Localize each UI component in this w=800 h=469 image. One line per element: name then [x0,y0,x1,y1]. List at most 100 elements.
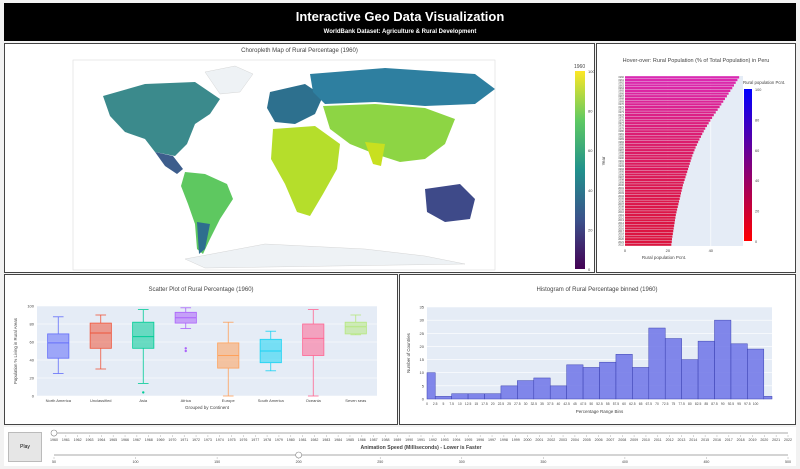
hist-xtick: 85 [704,402,708,406]
hist-bar [434,396,452,400]
bar [625,103,722,106]
map-colorbar-tick: 100 [588,69,594,74]
speed-tick-label: 450 [703,460,709,464]
bar-ytick: 1993 [618,164,624,168]
play-button[interactable]: Play [8,432,42,462]
box-outlier [142,391,145,394]
bar [625,189,682,192]
map-colorbar [575,71,585,269]
box-plot-area [37,306,377,396]
map-colorbar-tick: 80 [588,109,593,114]
speed-tick-label: 50 [52,460,56,464]
bar [625,140,699,144]
bar [625,235,673,238]
bar-ytick: 1986 [618,145,624,149]
continent-asia [323,104,455,162]
bar-ytick: 1995 [618,170,624,174]
hist-xtick: 80 [688,402,692,406]
bar [625,221,675,225]
bar [625,159,691,163]
bar [625,205,678,209]
continent-box-plot[interactable]: Scatter Plot of Rural Percentage (1960) 0… [5,275,397,424]
year-tick-label: 2004 [571,438,579,442]
bar [625,113,714,117]
hist-bar [664,338,682,400]
box-ylabel: Population % Living in Rural Areas [13,318,18,384]
app-subtitle: WorldBank Dataset: Agriculture & Rural D… [323,29,477,35]
year-tick-label: 1995 [464,438,472,442]
bar-ytick: 1974 [618,113,624,117]
choropleth-map[interactable]: 1960 100 80 60 40 20 0 [5,44,594,272]
box [47,333,70,359]
hist-xtick: 37.5 [547,402,554,406]
year-tick-label: 1967 [133,438,141,442]
year-tick-label: 2006 [595,438,603,442]
bar-legend-title: Rural population Pcnt. [743,80,785,85]
hist-bar [500,385,518,400]
speed-tick-label: 400 [622,460,628,464]
map-colorbar-tick: 60 [588,148,593,153]
country-russia [310,68,495,106]
hist-xtick: 35 [540,402,544,406]
hist-xtick: 42.5 [563,402,570,406]
hist-ytick: 5 [422,383,425,388]
bar [625,138,700,141]
bar [625,108,718,111]
bar-ytick: 2009 [618,207,624,211]
hist-bar [763,396,773,400]
box-xtick: Oceania [306,398,322,403]
year-slider-handle[interactable] [50,429,58,437]
bar-xtick: 40 [709,248,714,253]
continent-europe [267,84,323,124]
bar-ytick: 2013 [618,218,624,222]
map-colorbar-tick: 0 [588,267,591,272]
bar [625,162,690,165]
hist-xtick: 72.5 [662,402,669,406]
year-tick-label: 1991 [417,438,425,442]
year-tick-label: 2017 [725,438,733,442]
hist-bar [599,361,617,400]
bar-ytick: 1960 [618,75,624,79]
box-xtick: Seven seas [345,398,366,403]
hist-xtick: 75 [672,402,676,406]
bar-ytick: 2006 [618,199,624,203]
box-ytick: 40 [30,358,35,363]
year-tick-label: 2010 [642,438,650,442]
speed-slider-handle[interactable] [295,451,302,459]
hist-xtick: 62.5 [629,402,636,406]
bar-ytick: 2021 [618,240,624,244]
bar-ytick: 2020 [618,237,624,241]
hist-ytick: 20 [420,344,425,349]
bar [625,224,675,227]
bar [625,86,733,90]
hist-bar [582,367,600,400]
continent-antarctica [184,243,466,269]
bar [625,154,693,157]
hist-xtick: 7.5 [449,402,454,406]
bar [625,97,725,101]
continent-central-america [155,152,183,174]
year-tick-label: 2016 [713,438,721,442]
bar-ytick: 2007 [618,202,624,206]
hist-xtick: 57.5 [613,402,620,406]
year-tick-label: 2007 [606,438,614,442]
bar [625,227,674,230]
bar [625,92,729,95]
bar-ytick: 1994 [618,167,624,171]
bar-ytick: 1992 [618,162,624,166]
bar [625,116,713,119]
speed-tick-label: 300 [459,460,465,464]
bar [625,208,678,211]
hist-bar [632,367,650,400]
rural-histogram[interactable]: Histogram of Rural Percentage binned (19… [400,275,795,424]
hist-xtick: 15 [474,402,478,406]
bar-ytick: 1998 [618,178,624,182]
bar-ytick: 1977 [618,121,624,125]
bar [625,197,680,200]
box [344,321,367,335]
year-tick-label: 2020 [760,438,768,442]
bar [625,165,689,168]
year-bar-chart[interactable]: 0 20 40 19601961196219631964196519661967196… [597,44,795,272]
bar-ytick: 2019 [618,234,624,238]
bar-ytick: 1964 [618,86,624,90]
